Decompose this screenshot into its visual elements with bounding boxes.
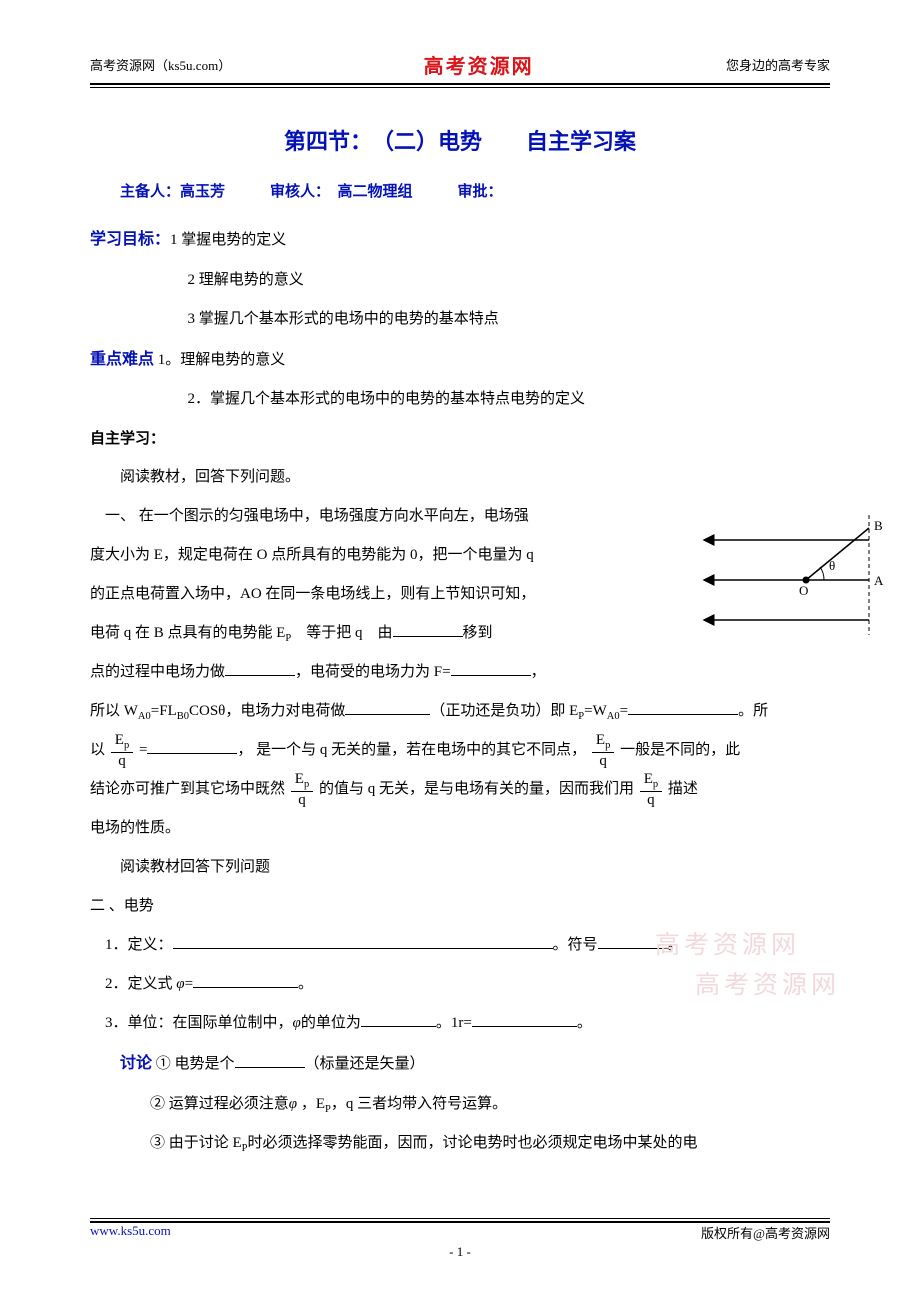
- blank-symbol: [598, 935, 668, 950]
- blank-def: [173, 935, 553, 950]
- para-3: 所以 WA0=FLB0COSθ，电场力对电荷做（正功还是负功）即 EP=WA0=…: [90, 692, 830, 731]
- page-number: - 1 -: [90, 1244, 830, 1260]
- footer-rule-thin: [90, 1218, 830, 1219]
- para-2: 点的过程中电场力做，电荷受的电场力为 F=，: [90, 653, 830, 692]
- goals-heading: 学习目标：: [90, 231, 170, 248]
- keys-heading: 重点难点: [90, 351, 154, 368]
- definition-1: 1．定义：。符号。: [90, 926, 830, 965]
- para-5: 结论亦可推广到其它场中既然 Epq 的值与 q 无关，是与电场有关的量，因而我们…: [90, 770, 830, 809]
- header-rule-thin: [90, 87, 830, 88]
- para-1b: 度大小为 E，规定电荷在 O 点所具有的电势能为 0，把一个电量为 q: [90, 536, 595, 575]
- page-footer: www.ks5u.com 版权所有@高考资源网 - 1 -: [90, 1216, 830, 1260]
- discuss-1: 讨论 ① 电势是个（标量还是矢量）: [90, 1043, 830, 1085]
- header-left: 高考资源网（ks5u.com）: [90, 55, 231, 74]
- blank-scalar: [235, 1054, 305, 1069]
- blank-formula: [193, 974, 298, 989]
- goal-1: 1 掌握电势的定义: [170, 232, 286, 248]
- definition-2: 2．定义式 φ=。: [90, 965, 830, 1004]
- label-theta: θ: [829, 558, 835, 573]
- instruction-1: 阅读教材，回答下列问题。: [90, 458, 830, 497]
- blank-1: [393, 623, 463, 638]
- unit-line: 3．单位：在国际单位制中，φ的单位为。1r=。: [90, 1004, 830, 1043]
- self-study-heading: 自主学习：: [90, 419, 830, 458]
- instruction-2: 阅读教材回答下列问题: [90, 848, 830, 887]
- header-center: 高考资源网: [424, 50, 534, 79]
- para-4: 以 Epq =， 是一个与 q 无关的量，若在电场中的其它不同点， Epq 一般…: [90, 731, 830, 770]
- para-1c: 的正点电荷置入场中，AO 在同一条电场线上，则有上节知识可知，: [90, 575, 595, 614]
- key-2: 2．掌握几个基本形式的电场中的电势的基本特点电势的定义: [90, 380, 830, 419]
- fraction-epq-4: Epq: [640, 771, 662, 808]
- section-2-head: 二 、电势: [90, 887, 830, 926]
- para-1a: 一、 在一个图示的匀强电场中，电场强度方向水平向左，电场强: [90, 497, 595, 536]
- author-line: 主备人：高玉芳 审核人： 高二物理组 审批：: [90, 180, 830, 201]
- fraction-epq-3: Epq: [291, 771, 313, 808]
- para-1d: 电荷 q 在 B 点具有的电势能 EP 等于把 q 由移到: [90, 614, 595, 653]
- document-title: 第四节： （二）电势 自主学习案: [90, 124, 830, 156]
- blank-6: [147, 740, 237, 755]
- footer-left: www.ks5u.com: [90, 1223, 171, 1242]
- blank-1r: [472, 1013, 577, 1028]
- blank-unit: [361, 1013, 436, 1028]
- fraction-epq-1: Epq: [111, 732, 133, 769]
- key-1: 1。理解电势的意义: [158, 352, 286, 368]
- goal-2: 2 理解电势的意义: [90, 261, 830, 300]
- fraction-epq-2: Epq: [592, 732, 614, 769]
- blank-2: [225, 662, 295, 677]
- discuss-2: ② 运算过程必须注意φ ，EP，q 三者均带入符号运算。: [90, 1085, 830, 1124]
- blank-5: [628, 701, 738, 716]
- discuss-3: ③ 由于讨论 EP时必须选择零势能面，因而，讨论电势时也必须规定电场中某处的电: [90, 1124, 830, 1163]
- para-6: 电场的性质。: [90, 809, 830, 848]
- header-rule-thick: [90, 83, 830, 85]
- footer-right: 版权所有@高考资源网: [701, 1223, 830, 1242]
- header-right: 您身边的高考专家: [726, 55, 830, 74]
- field-diagram: B A O θ: [684, 510, 884, 640]
- label-o: O: [799, 583, 808, 598]
- blank-4: [345, 701, 430, 716]
- blank-3: [451, 662, 531, 677]
- page-header: 高考资源网（ks5u.com） 高考资源网 您身边的高考专家: [90, 50, 830, 79]
- label-a: A: [874, 573, 884, 588]
- goal-3: 3 掌握几个基本形式的电场中的电势的基本特点: [90, 300, 830, 339]
- label-b: B: [874, 518, 883, 533]
- discuss-heading: 讨论: [120, 1055, 152, 1072]
